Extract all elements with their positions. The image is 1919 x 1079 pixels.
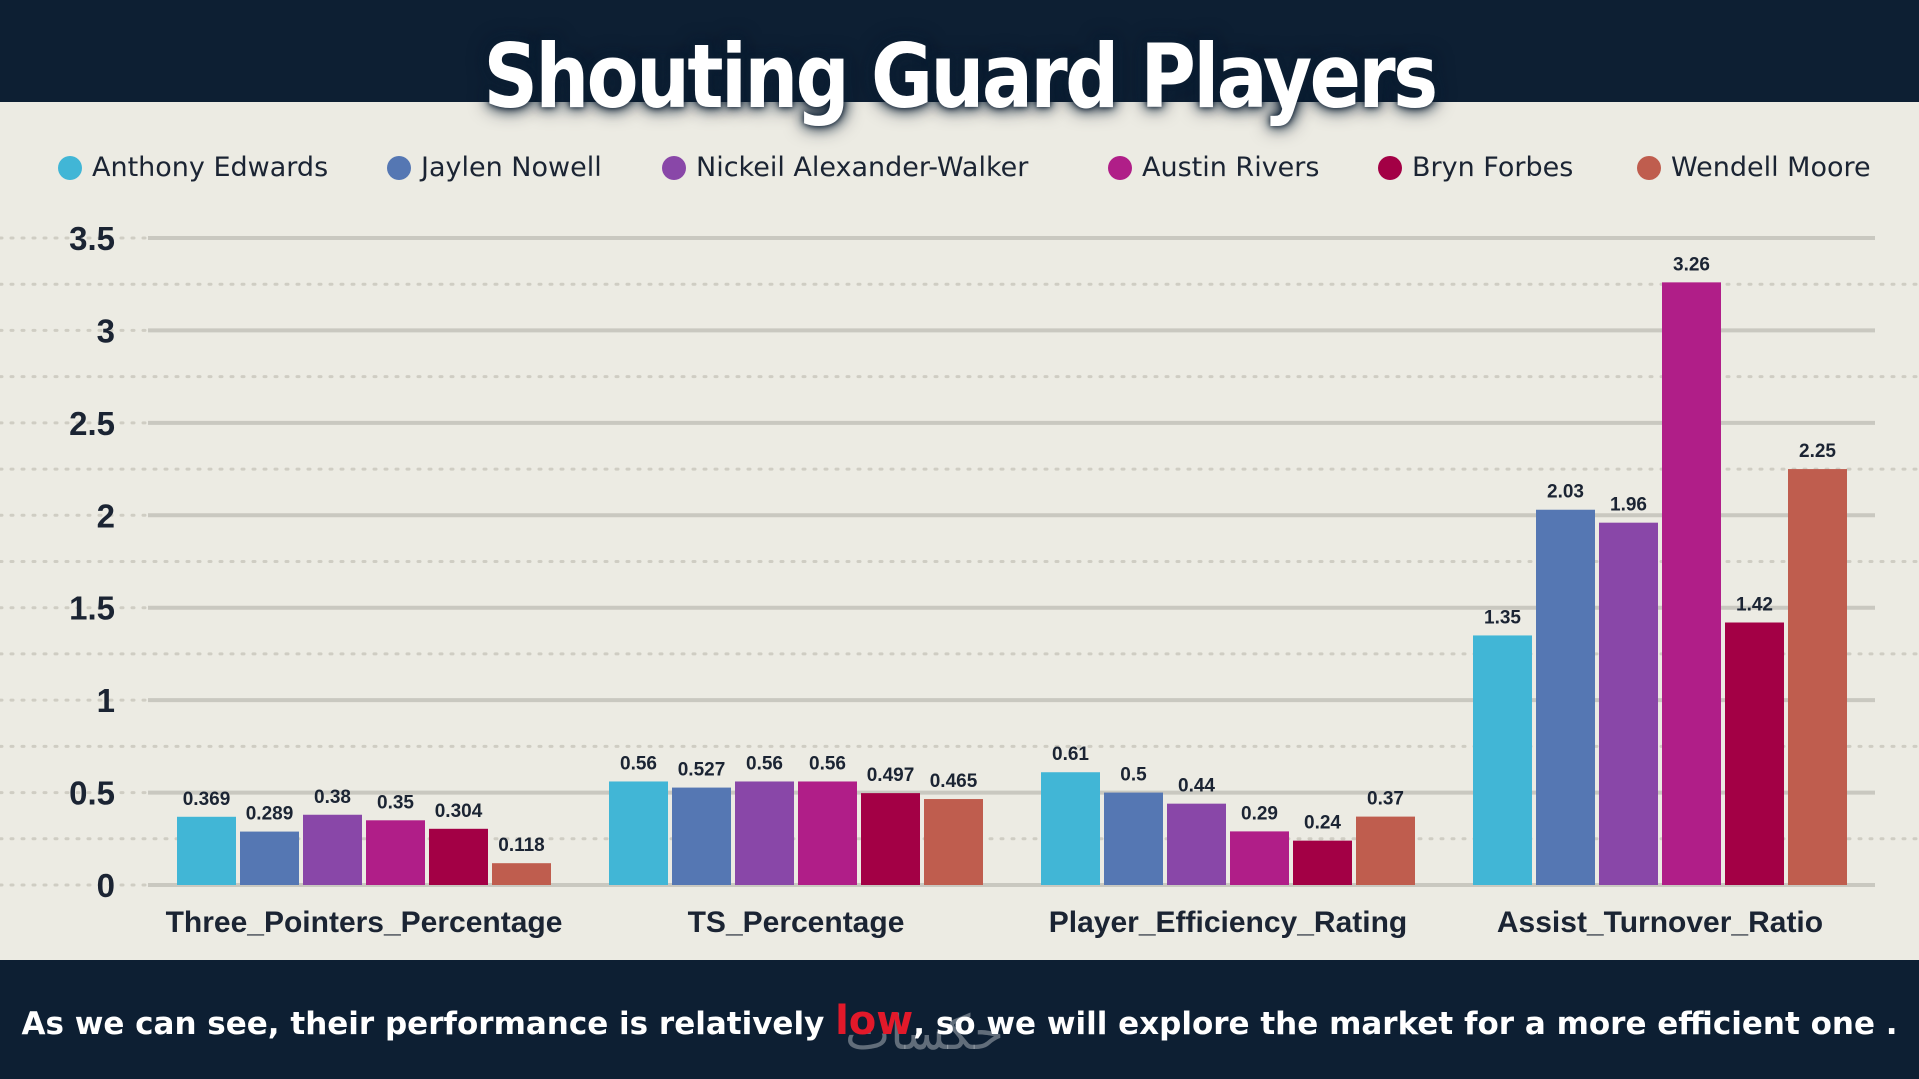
- data-label: 0.289: [246, 804, 294, 825]
- bar: [924, 799, 983, 885]
- legend-item: Austin Rivers: [1108, 152, 1319, 183]
- bar: [1662, 282, 1721, 885]
- legend-label: Austin Rivers: [1142, 152, 1320, 183]
- data-label: 0.369: [183, 789, 231, 810]
- bar: [240, 831, 299, 885]
- data-label: 3.26: [1673, 254, 1710, 275]
- y-tick-label: 3: [97, 312, 115, 349]
- data-label: 0.304: [435, 801, 483, 822]
- y-tick-label: 3.5: [69, 220, 115, 257]
- bar: [366, 820, 425, 885]
- data-label: 0.527: [678, 760, 726, 781]
- caption-before: As we can see, their performance is rela…: [21, 1006, 836, 1042]
- legend-label: Nickeil Alexander-Walker: [696, 152, 1029, 183]
- chart-title: Shouting Guard Players: [483, 25, 1438, 128]
- legend-swatch: [1637, 155, 1661, 180]
- data-label: 0.35: [377, 792, 414, 813]
- legend-swatch: [1108, 155, 1132, 180]
- data-label: 1.96: [1610, 495, 1647, 516]
- bar: [1599, 522, 1658, 885]
- x-tick-label: Assist_Turnover_Ratio: [1497, 906, 1823, 939]
- data-label: 0.24: [1304, 813, 1341, 834]
- data-label: 0.56: [746, 753, 783, 774]
- data-label: 0.61: [1052, 744, 1089, 765]
- chart-legend: Anthony Edwards Jaylen Nowell Nickeil Alex…: [0, 152, 1919, 192]
- legend-item: Anthony Edwards: [58, 152, 328, 183]
- y-tick-label: 0.5: [69, 775, 115, 812]
- x-tick-label: Three_Pointers_Percentage: [166, 906, 563, 939]
- data-label: 0.497: [867, 765, 915, 786]
- bar: [798, 781, 857, 885]
- legend-label: Jaylen Nowell: [421, 152, 602, 183]
- bar: [1293, 840, 1352, 885]
- bar: [672, 787, 731, 885]
- data-label: 0.5: [1120, 765, 1147, 786]
- bar-chart: 0 0.5 1 1.5 2 2.5 3 3.5 0.369 0.289 0.38 0.35 0.304 0…: [0, 220, 1919, 939]
- bar: [609, 781, 668, 885]
- x-tick-label: TS_Percentage: [688, 906, 905, 939]
- caption-highlight: low: [835, 998, 914, 1044]
- bar: [1167, 803, 1226, 885]
- bar: [1356, 816, 1415, 885]
- legend-label: Bryn Forbes: [1412, 152, 1574, 183]
- x-tick-label: Player_Efficiency_Rating: [1049, 906, 1408, 939]
- legend-item: Jaylen Nowell: [387, 152, 602, 183]
- data-label: 1.35: [1484, 607, 1521, 628]
- title-band: [0, 0, 1919, 102]
- watermark: حكسات: [845, 1005, 1004, 1061]
- footer-band: [0, 960, 1919, 1079]
- data-label: 2.03: [1547, 482, 1584, 503]
- legend-item: Nickeil Alexander-Walker: [662, 152, 1028, 183]
- data-label: 0.29: [1241, 803, 1278, 824]
- bar: [492, 863, 551, 885]
- data-label: 0.118: [498, 835, 545, 856]
- legend-item: Bryn Forbes: [1378, 152, 1573, 183]
- legend-label: Anthony Edwards: [92, 152, 329, 183]
- data-label: 0.37: [1367, 789, 1404, 810]
- y-tick-label: 2: [97, 497, 115, 534]
- legend-swatch: [58, 155, 82, 180]
- y-tick-label: 2.5: [69, 405, 115, 442]
- legend-item: Wendell Moore: [1637, 152, 1871, 183]
- legend-label: Wendell Moore: [1671, 152, 1871, 183]
- data-label: 0.56: [809, 753, 846, 774]
- data-label: 0.38: [314, 787, 351, 808]
- data-label: 0.44: [1178, 776, 1215, 797]
- legend-swatch: [1378, 155, 1402, 180]
- bar: [1788, 469, 1847, 885]
- bar: [1536, 509, 1595, 885]
- data-label: 1.42: [1736, 595, 1773, 616]
- data-label: 0.56: [620, 753, 657, 774]
- bar: [177, 816, 236, 885]
- footer-caption: As we can see, their performance is rela…: [0, 998, 1919, 1044]
- data-label: 2.25: [1799, 441, 1836, 462]
- bar: [1725, 622, 1784, 885]
- bar: [1104, 792, 1163, 885]
- bar: [1473, 635, 1532, 885]
- y-tick-label: 0: [97, 867, 115, 904]
- legend-swatch: [662, 155, 686, 180]
- y-tick-label: 1: [97, 682, 115, 719]
- bar: [1230, 831, 1289, 885]
- legend-swatch: [387, 155, 411, 180]
- bar: [861, 793, 920, 885]
- caption-after: , so we will explore the market for a mo…: [913, 1006, 1898, 1042]
- bar: [1041, 772, 1100, 885]
- bar: [429, 828, 488, 885]
- data-label: 0.465: [930, 771, 978, 792]
- bar: [735, 781, 794, 885]
- bar: [303, 814, 362, 885]
- y-tick-label: 1.5: [69, 590, 115, 627]
